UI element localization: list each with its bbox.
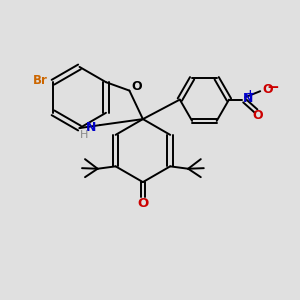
Text: O: O xyxy=(262,83,273,96)
Text: O: O xyxy=(252,109,263,122)
Text: +: + xyxy=(246,89,254,99)
Text: O: O xyxy=(131,80,142,94)
Text: N: N xyxy=(86,121,97,134)
Text: H: H xyxy=(80,130,88,140)
Text: O: O xyxy=(137,196,148,210)
Text: N: N xyxy=(242,92,253,105)
Text: Br: Br xyxy=(33,74,48,87)
Text: −: − xyxy=(266,80,279,94)
